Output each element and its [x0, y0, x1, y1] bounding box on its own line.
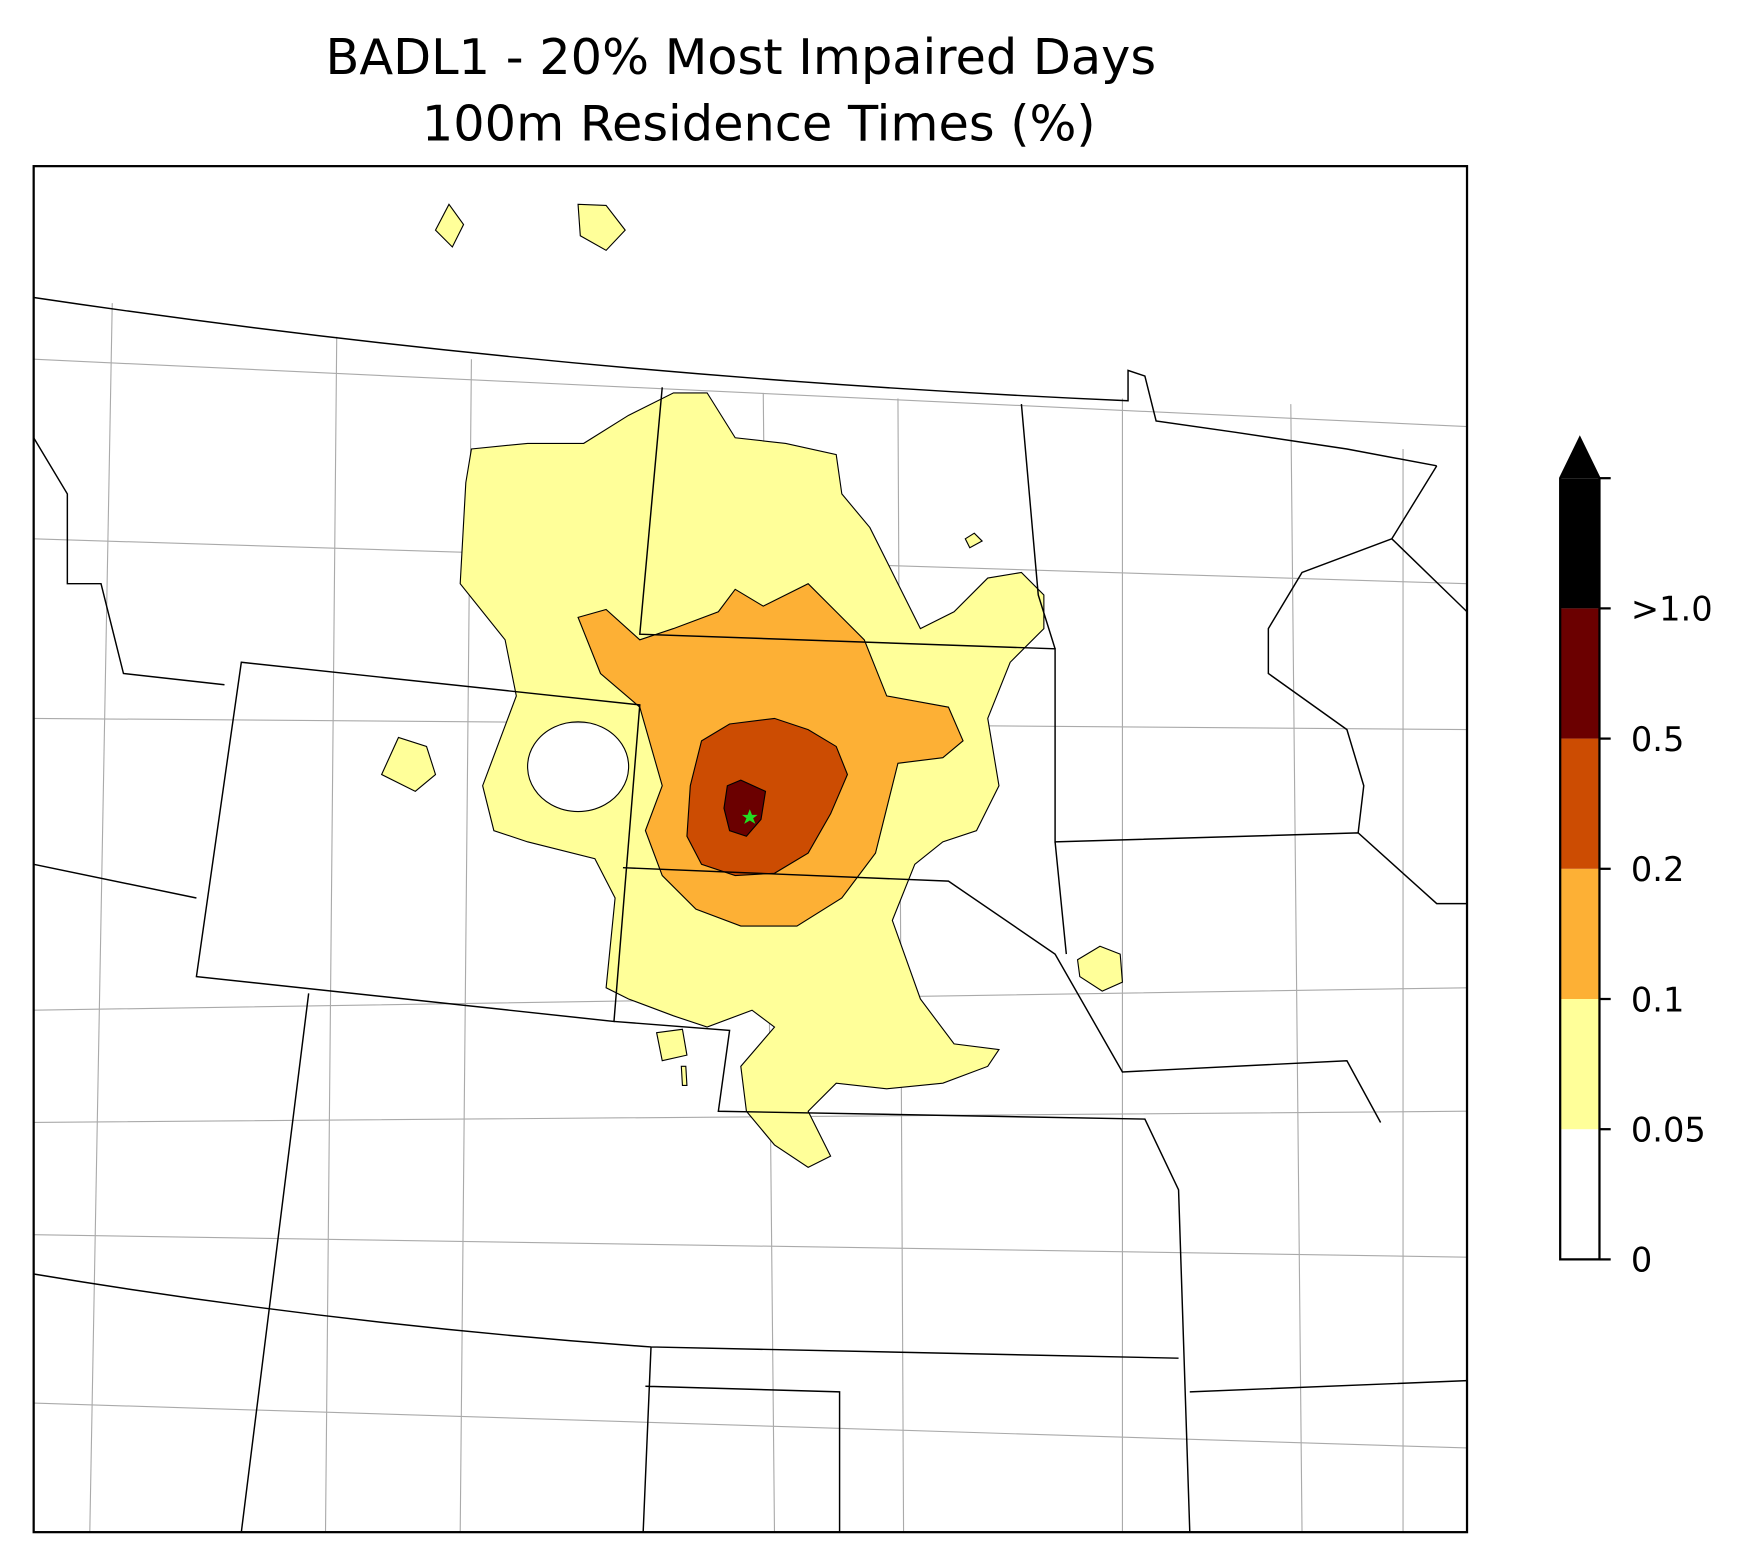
colorbar-extend — [1560, 437, 1600, 479]
map — [33, 166, 1468, 1533]
map-frame — [32, 165, 1469, 1534]
colorbar-tick-label: 0.2 — [1631, 850, 1685, 889]
colorbar-tick-label: 0.1 — [1631, 980, 1685, 1019]
colorbar-tick-label: 0 — [1631, 1241, 1652, 1280]
colorbar-segment — [1560, 608, 1600, 739]
site-marker — [741, 809, 758, 824]
colorbar-segment — [1560, 1129, 1600, 1260]
map-subtitle: 100m Residence Times (%) — [422, 94, 1096, 152]
state-borders — [33, 296, 1468, 1533]
colorbar-segment — [1560, 738, 1600, 869]
colorbar-tick-label: 0.05 — [1631, 1111, 1706, 1150]
colorbar-segment — [1560, 478, 1600, 609]
contour-fill — [723, 779, 767, 837]
colorbar-outline — [1559, 435, 1601, 1261]
colorbar: 0 0.05 0.1 0.2 0.5 >1.0 — [1559, 435, 1713, 1280]
colorbar-tick-label: >1.0 — [1631, 590, 1713, 629]
colorbar-tick-label: 0.5 — [1631, 720, 1685, 759]
contour-fill — [686, 717, 849, 877]
contour-islands — [380, 203, 1124, 1086]
colorbar-segment — [1560, 868, 1600, 999]
map-title: BADL1 - 20% Most Impaired Days — [325, 28, 1156, 86]
colorbar-segment — [1560, 998, 1600, 1130]
